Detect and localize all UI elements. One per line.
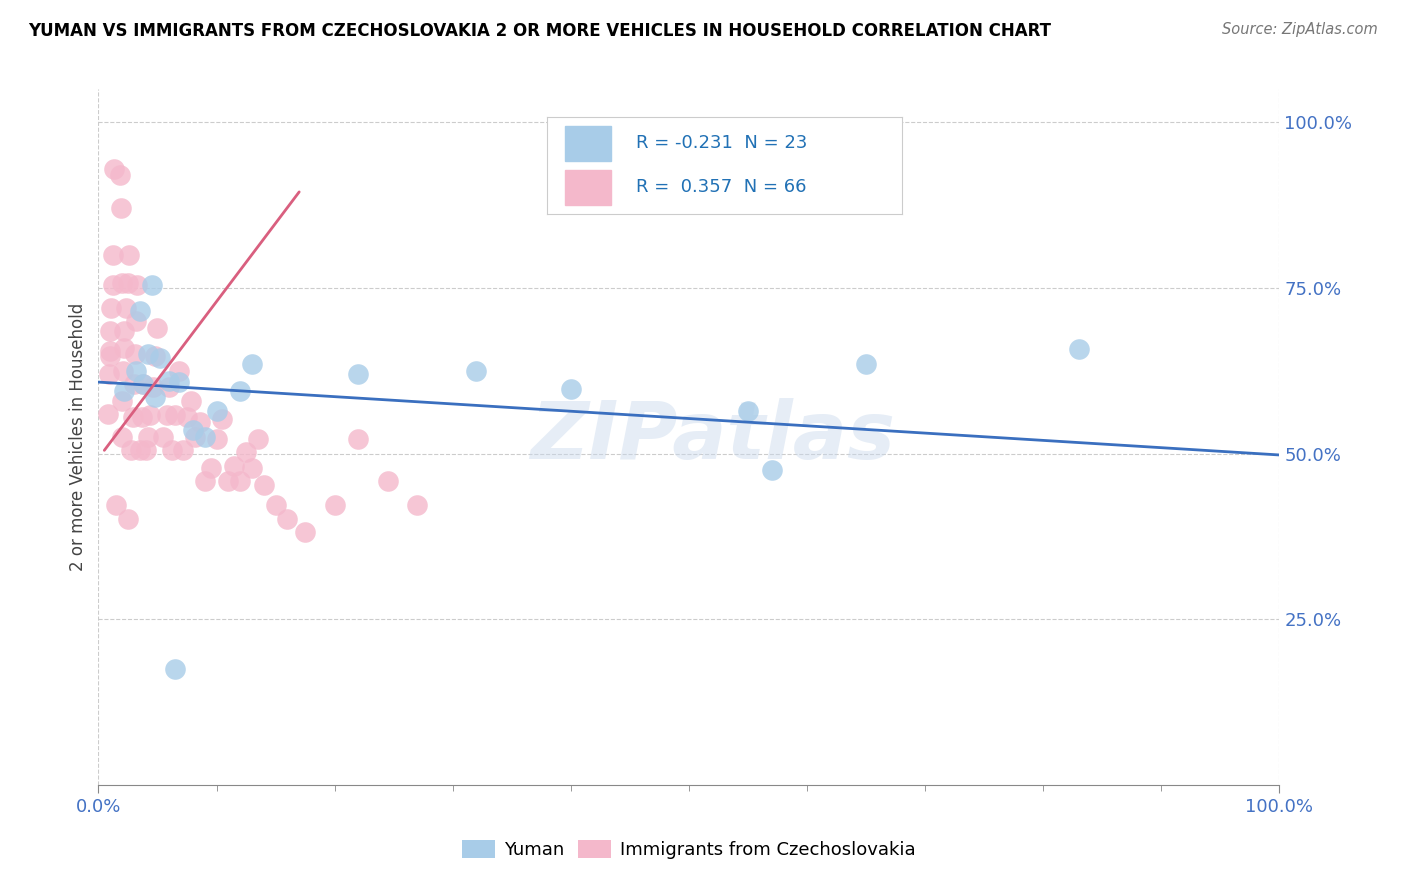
Point: [205, 403, 228, 417]
Point: [165, 408, 187, 422]
Point: [112, 384, 135, 398]
Point: [194, 475, 217, 489]
Point: [276, 511, 298, 525]
Text: Source: ZipAtlas.com: Source: ZipAtlas.com: [1222, 22, 1378, 37]
Point: [127, 277, 149, 292]
Point: [117, 276, 139, 290]
Point: [200, 461, 222, 475]
Point: [98, 367, 121, 381]
Point: [224, 458, 246, 473]
Point: [98, 343, 121, 358]
Point: [172, 443, 194, 458]
Point: [294, 524, 316, 539]
Point: [117, 511, 139, 525]
Point: [111, 276, 134, 290]
Point: [97, 407, 120, 421]
Point: [121, 443, 143, 458]
Text: ZIPatlas: ZIPatlas: [530, 398, 896, 476]
Point: [253, 478, 276, 492]
Point: [211, 412, 233, 426]
Point: [118, 248, 141, 262]
Point: [121, 410, 143, 425]
Point: [103, 161, 125, 176]
Point: [112, 341, 135, 355]
Point: [205, 432, 228, 446]
Point: [124, 347, 146, 361]
Point: [146, 320, 169, 334]
Point: [194, 430, 217, 444]
Point: [761, 463, 783, 477]
Point: [132, 377, 155, 392]
Point: [377, 475, 399, 489]
Point: [347, 367, 370, 381]
Point: [1067, 342, 1090, 356]
Point: [235, 445, 257, 459]
Point: [165, 662, 187, 676]
Point: [136, 347, 159, 361]
Point: [217, 475, 239, 489]
Point: [100, 301, 122, 315]
Point: [176, 410, 198, 425]
Point: [132, 377, 155, 392]
Point: [128, 304, 150, 318]
Point: [157, 374, 180, 388]
Point: [855, 357, 877, 371]
Point: [167, 364, 190, 378]
Point: [139, 408, 162, 422]
Point: [246, 432, 269, 446]
Point: [465, 364, 488, 378]
Point: [108, 169, 131, 183]
Point: [111, 430, 134, 444]
Point: [101, 277, 124, 292]
Point: [143, 390, 166, 404]
Y-axis label: 2 or more Vehicles in Household: 2 or more Vehicles in Household: [69, 303, 87, 571]
Point: [264, 499, 287, 513]
Point: [560, 382, 582, 396]
Point: [184, 430, 207, 444]
Point: [149, 351, 172, 365]
Point: [114, 301, 136, 315]
Point: [98, 324, 121, 338]
Point: [136, 430, 159, 444]
Point: [180, 393, 202, 408]
Point: [152, 430, 174, 444]
Point: [125, 314, 148, 328]
Point: [229, 475, 252, 489]
Legend: Yuman, Immigrants from Czechoslovakia: Yuman, Immigrants from Czechoslovakia: [456, 832, 922, 866]
Point: [111, 393, 134, 408]
Point: [135, 443, 157, 458]
Point: [737, 403, 759, 417]
Point: [323, 499, 346, 513]
Point: [98, 349, 121, 363]
Point: [188, 415, 211, 429]
Point: [181, 424, 204, 438]
Point: [240, 357, 263, 371]
Point: [406, 499, 429, 513]
Point: [112, 324, 135, 338]
Point: [141, 277, 163, 292]
Point: [160, 443, 183, 458]
Point: [156, 408, 179, 422]
Text: YUMAN VS IMMIGRANTS FROM CZECHOSLOVAKIA 2 OR MORE VEHICLES IN HOUSEHOLD CORRELAT: YUMAN VS IMMIGRANTS FROM CZECHOSLOVAKIA …: [28, 22, 1052, 40]
Point: [157, 380, 180, 394]
Point: [110, 202, 132, 216]
Point: [240, 461, 263, 475]
Point: [229, 384, 252, 398]
Point: [167, 375, 190, 389]
Point: [101, 248, 124, 262]
Point: [142, 380, 165, 394]
Point: [347, 432, 370, 446]
Point: [128, 443, 150, 458]
Point: [125, 364, 148, 378]
Point: [143, 349, 166, 363]
Point: [112, 364, 135, 378]
Point: [122, 377, 145, 392]
Point: [105, 499, 128, 513]
Point: [131, 410, 153, 425]
